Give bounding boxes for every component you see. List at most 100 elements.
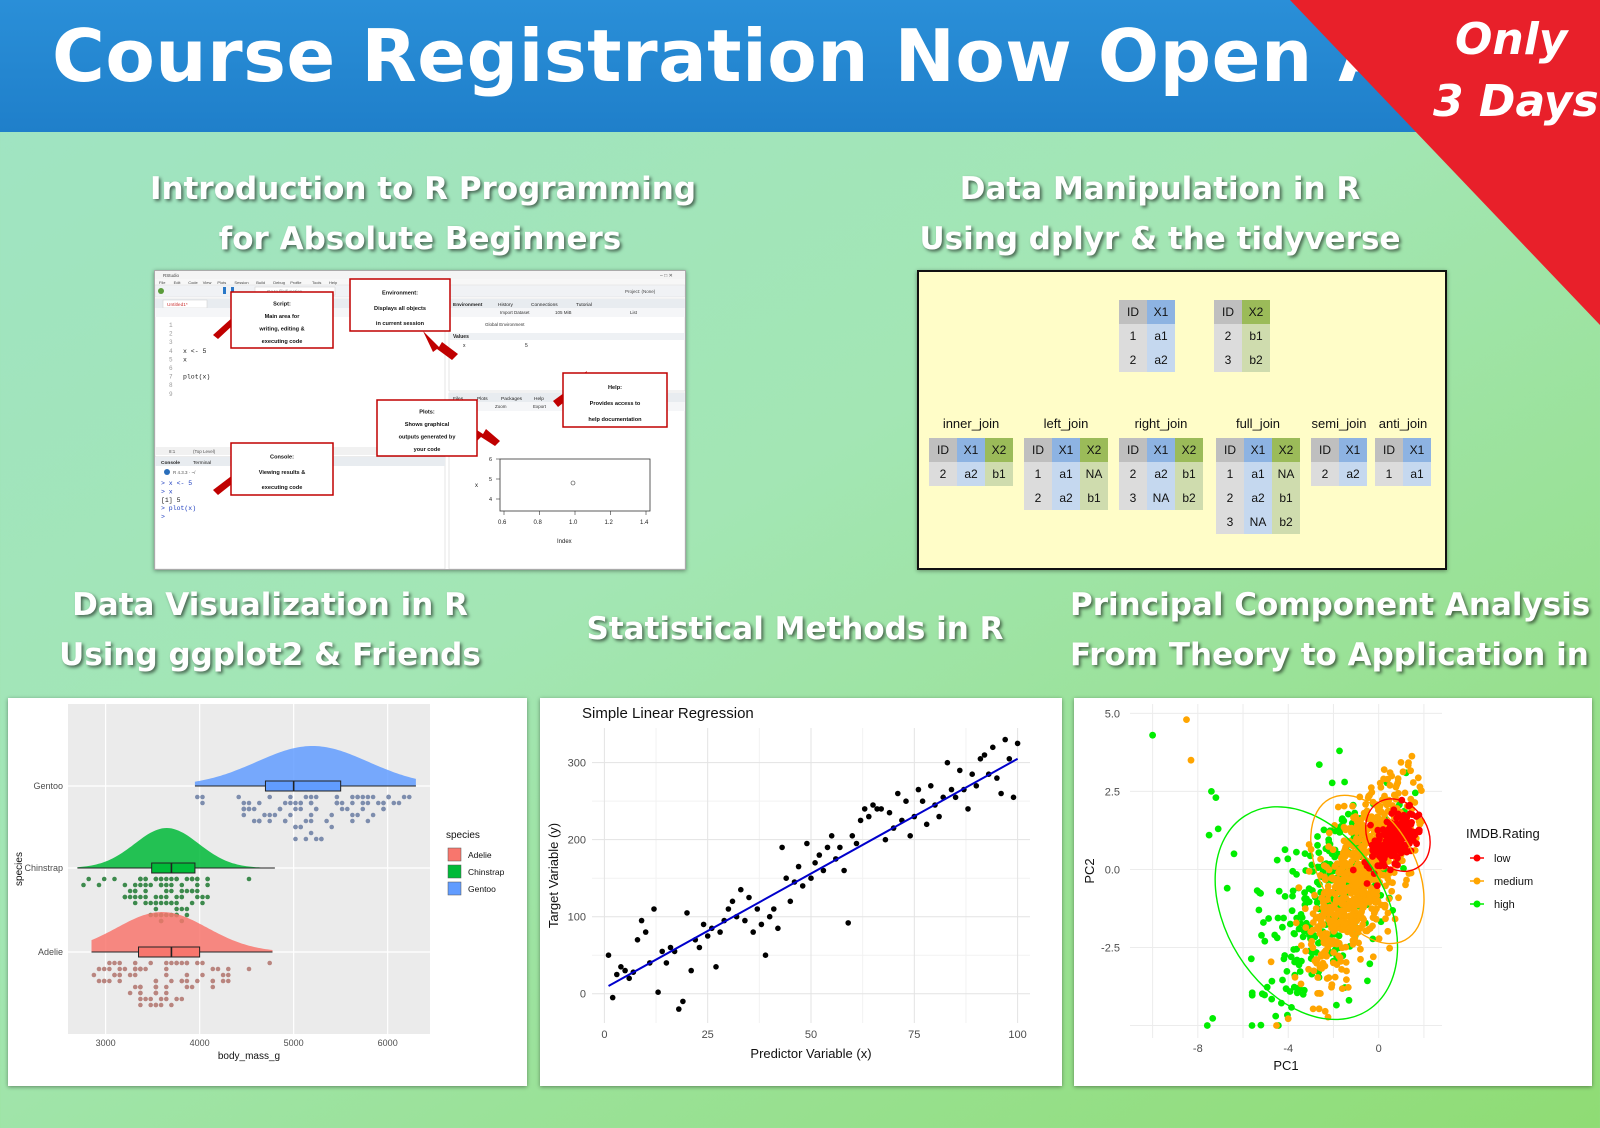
files-tab[interactable]: Files xyxy=(453,396,464,402)
data-point xyxy=(808,875,814,881)
rain-dot xyxy=(267,812,273,818)
join-header-cell xyxy=(1272,438,1300,462)
pca-point xyxy=(1331,901,1338,909)
console-line: > xyxy=(161,514,165,521)
course-title-line: Data Manipulation in R xyxy=(959,171,1361,207)
zoom-button[interactable]: Zoom xyxy=(495,404,507,409)
ellipse-medium xyxy=(1310,794,1425,945)
rain-dot xyxy=(148,882,153,888)
menu-item[interactable]: Help xyxy=(329,280,338,285)
y-axis-label: species xyxy=(14,852,25,886)
files-tab[interactable]: Packages xyxy=(501,396,523,402)
files-tab[interactable]: Help xyxy=(534,396,544,402)
list-view-button[interactable]: List xyxy=(630,310,638,315)
rain-dot xyxy=(132,966,138,972)
data-point xyxy=(729,898,736,905)
rain-dot xyxy=(179,888,185,894)
files-tabs[interactable]: Files Plots Packages Help xyxy=(453,396,544,402)
menu-item[interactable]: View xyxy=(203,280,212,285)
join-header-cell xyxy=(1147,300,1175,324)
global-environment-dropdown[interactable]: Global Environment xyxy=(485,322,525,327)
environment-tabs[interactable]: Environment History Connections Tutorial xyxy=(453,302,592,308)
data-point xyxy=(866,813,872,820)
rain-dot xyxy=(200,972,205,978)
raincloud-gentoo xyxy=(194,746,416,842)
mini-plot-point xyxy=(570,480,576,486)
join-header-text: X2 xyxy=(1279,443,1294,457)
pca-point xyxy=(1407,795,1415,803)
rain-dot xyxy=(288,800,293,806)
menu-item[interactable]: Session xyxy=(234,280,248,285)
data-point xyxy=(990,744,996,751)
pca-point xyxy=(1382,851,1390,858)
joins-diagram: ID X1 1 a1 2 a2 ID X2 2 b1 3 b2 inner_join ID X1 X2 2 a2 b… xyxy=(917,270,1447,570)
regression-plot: 0 25 50 75 100 0 100 200 300 Simple Linear Regres… xyxy=(546,705,1030,1061)
menu-item[interactable]: File xyxy=(159,280,166,285)
terminal-tab[interactable]: Terminal xyxy=(193,460,211,466)
data-point xyxy=(882,836,889,843)
project-selector[interactable]: Project: (None) xyxy=(625,289,656,294)
rain-dot xyxy=(381,800,386,806)
env-tab[interactable]: Environment xyxy=(453,302,483,308)
menu-item[interactable]: Debug xyxy=(273,280,285,285)
join-cell-text: a2 xyxy=(964,467,978,481)
course-title-intro: Introduction to R Programming for Absolu… xyxy=(150,164,696,264)
console-output[interactable]: > x <- 5> x [1] 5> plot(x) > xyxy=(161,480,196,521)
import-dataset-button[interactable]: Import Dataset xyxy=(500,310,530,315)
menu-bar[interactable]: File Edit Code View Plots Session Build Debug Pr… xyxy=(159,280,338,285)
rain-dot xyxy=(169,900,174,906)
data-point xyxy=(861,806,868,812)
pca-point xyxy=(1318,965,1326,972)
rain-dot xyxy=(164,888,169,894)
menu-item[interactable]: Tools xyxy=(312,280,321,285)
pca-point xyxy=(1183,716,1190,723)
data-point xyxy=(667,944,674,951)
rain-dot xyxy=(174,894,179,900)
menu-item[interactable]: Edit xyxy=(174,280,182,285)
rain-dot xyxy=(169,960,174,966)
pca-plot: -8 -4 0 5.0 2.5 0.0 -2.5 PC1 PC2 IMDB.Rating low me… xyxy=(1082,704,1540,1073)
pca-point xyxy=(1394,779,1402,786)
legend-label: Chinstrap xyxy=(468,867,505,877)
join-header-text: X1 xyxy=(1154,305,1169,319)
files-tab[interactable]: Plots xyxy=(477,396,488,402)
rain-dot xyxy=(143,900,148,906)
pca-point xyxy=(1307,928,1315,936)
rain-dot xyxy=(153,906,159,912)
rain-dot xyxy=(308,794,314,800)
rain-dot xyxy=(246,966,252,972)
env-tab[interactable]: Connections xyxy=(531,302,558,308)
menu-item[interactable]: Code xyxy=(188,280,198,285)
rain-dot xyxy=(132,972,138,978)
join-cell-text: NA xyxy=(1278,467,1295,481)
rain-dot xyxy=(334,794,340,800)
join-cell-text: a2 xyxy=(1251,491,1265,505)
rain-dot xyxy=(117,966,122,972)
data-point xyxy=(750,929,756,935)
rain-dot xyxy=(189,984,195,990)
pca-point xyxy=(1280,914,1287,922)
join-result-left_join: ID X1 X2 1 a1 NA 2 a2 b1 xyxy=(1024,438,1108,510)
env-tab[interactable]: History xyxy=(498,302,514,308)
callout-text: outputs generated by xyxy=(399,434,457,440)
rain-dot xyxy=(200,894,205,900)
menu-item[interactable]: Build xyxy=(256,280,265,285)
x-tick-label: -8 xyxy=(1193,1043,1203,1055)
menu-item[interactable]: Profile xyxy=(290,280,302,285)
export-button[interactable]: Export xyxy=(533,404,547,409)
pca-point xyxy=(1342,959,1350,966)
data-point xyxy=(915,786,922,793)
console-tab[interactable]: Console xyxy=(161,460,180,466)
menu-item[interactable]: Plots xyxy=(217,280,226,285)
legend-key xyxy=(447,847,462,862)
callout-text: Displays all objects xyxy=(374,306,426,312)
code-line: plot(x) xyxy=(183,374,210,381)
pca-point xyxy=(1362,801,1369,808)
y-tick-label: 0 xyxy=(580,989,586,1001)
code-editor[interactable]: 1 23 4 x <- 5 5 x 6 7 plot(x) 8 9 xyxy=(169,322,210,398)
pca-point xyxy=(1356,924,1364,932)
rain-dot xyxy=(282,800,288,806)
env-tab[interactable]: Tutorial xyxy=(576,302,592,308)
corner-label-days: 3 Days xyxy=(1433,76,1599,127)
data-point xyxy=(977,756,984,762)
